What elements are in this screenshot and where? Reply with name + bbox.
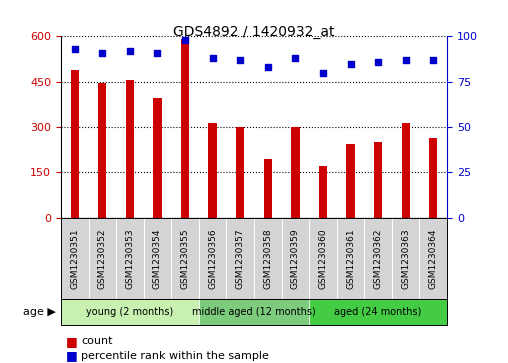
Point [346,61,355,66]
Point [374,59,382,65]
Point [402,57,410,63]
Bar [71,70,79,218]
Point [98,50,106,56]
Point [264,64,272,70]
Bar [291,127,300,218]
Text: GSM1230363: GSM1230363 [401,228,410,289]
Text: age ▶: age ▶ [23,307,56,317]
Text: GSM1230351: GSM1230351 [70,228,79,289]
Bar [374,142,382,218]
Point [126,48,134,54]
Text: GSM1230357: GSM1230357 [236,228,245,289]
Point [71,46,79,52]
Point [236,57,244,63]
Text: GSM1230353: GSM1230353 [125,228,135,289]
Text: young (2 months): young (2 months) [86,307,174,317]
Text: count: count [81,336,113,346]
Text: GSM1230361: GSM1230361 [346,228,355,289]
Text: aged (24 months): aged (24 months) [334,307,422,317]
Bar [346,144,355,218]
Point [319,70,327,76]
Bar [236,127,244,218]
Point [209,55,217,61]
Bar [181,39,189,218]
Text: GSM1230356: GSM1230356 [208,228,217,289]
Text: GDS4892 / 1420932_at: GDS4892 / 1420932_at [173,25,335,40]
Bar [401,122,410,218]
Bar [264,159,272,218]
Text: GSM1230362: GSM1230362 [373,228,383,289]
Bar [153,98,162,218]
Text: GSM1230364: GSM1230364 [429,228,438,289]
Point [181,37,189,43]
Bar [126,80,134,218]
Text: GSM1230359: GSM1230359 [291,228,300,289]
Point [153,50,162,56]
Bar [429,138,437,218]
Text: GSM1230355: GSM1230355 [180,228,189,289]
Text: ■: ■ [66,349,78,362]
Point [429,57,437,63]
Text: ■: ■ [66,335,78,348]
Text: GSM1230352: GSM1230352 [98,228,107,289]
Bar [98,83,107,218]
Text: GSM1230358: GSM1230358 [263,228,272,289]
Point [291,55,299,61]
Text: middle aged (12 months): middle aged (12 months) [192,307,316,317]
Text: GSM1230360: GSM1230360 [319,228,328,289]
Text: percentile rank within the sample: percentile rank within the sample [81,351,269,361]
Text: GSM1230354: GSM1230354 [153,228,162,289]
Bar [319,166,327,218]
Bar [208,122,217,218]
